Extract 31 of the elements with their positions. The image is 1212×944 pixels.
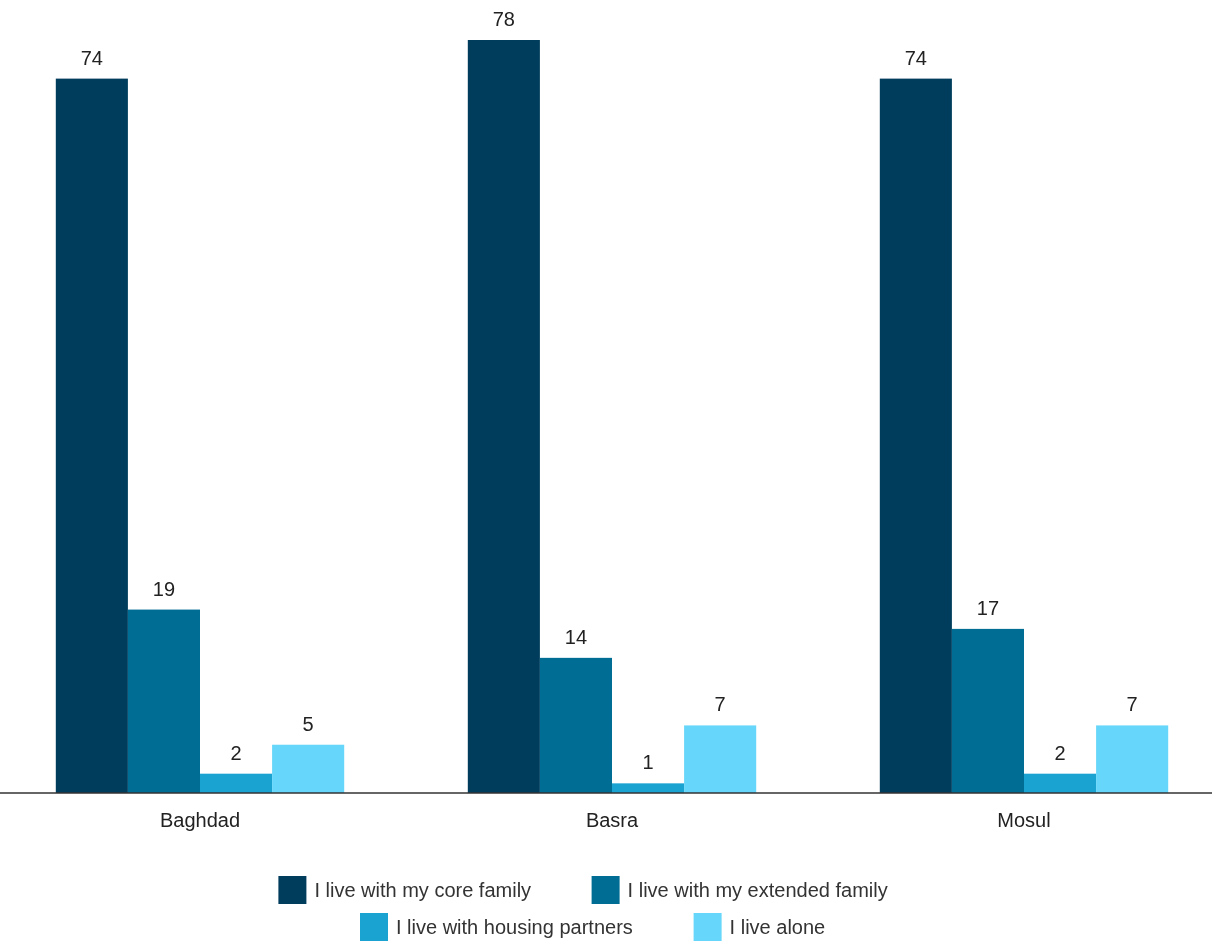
legend-label: I live with housing partners — [396, 916, 633, 938]
x-tick-label: Baghdad — [159, 809, 241, 831]
bar — [272, 744, 345, 793]
data-label: 17 — [976, 596, 1000, 619]
data-label: 2 — [1054, 741, 1066, 764]
data-label: 19 — [152, 577, 176, 600]
x-tick-label: Basra — [585, 809, 639, 831]
bar — [539, 657, 612, 793]
data-label: 74 — [904, 46, 927, 69]
data-label: 2 — [230, 741, 242, 764]
bar — [684, 725, 757, 793]
legend-label: I live with my core family — [314, 879, 532, 901]
legend-label: I live alone — [729, 916, 826, 938]
legend-label: I live with my extended family — [627, 879, 888, 901]
data-label: 5 — [302, 712, 314, 735]
bar — [1024, 773, 1097, 793]
bar — [1096, 725, 1169, 793]
data-label: 1 — [642, 751, 654, 774]
data-label: 7 — [1126, 693, 1138, 716]
bar — [200, 773, 273, 793]
bar — [951, 628, 1024, 793]
data-label: 7 — [714, 693, 726, 716]
bar — [55, 78, 128, 793]
bar — [467, 40, 540, 793]
data-label: 78 — [492, 8, 515, 30]
data-label: 14 — [564, 625, 588, 648]
x-tick-label: Mosul — [997, 809, 1051, 831]
bar — [612, 783, 685, 793]
bar — [127, 609, 200, 793]
data-label: 74 — [80, 46, 103, 69]
bar — [879, 78, 952, 793]
